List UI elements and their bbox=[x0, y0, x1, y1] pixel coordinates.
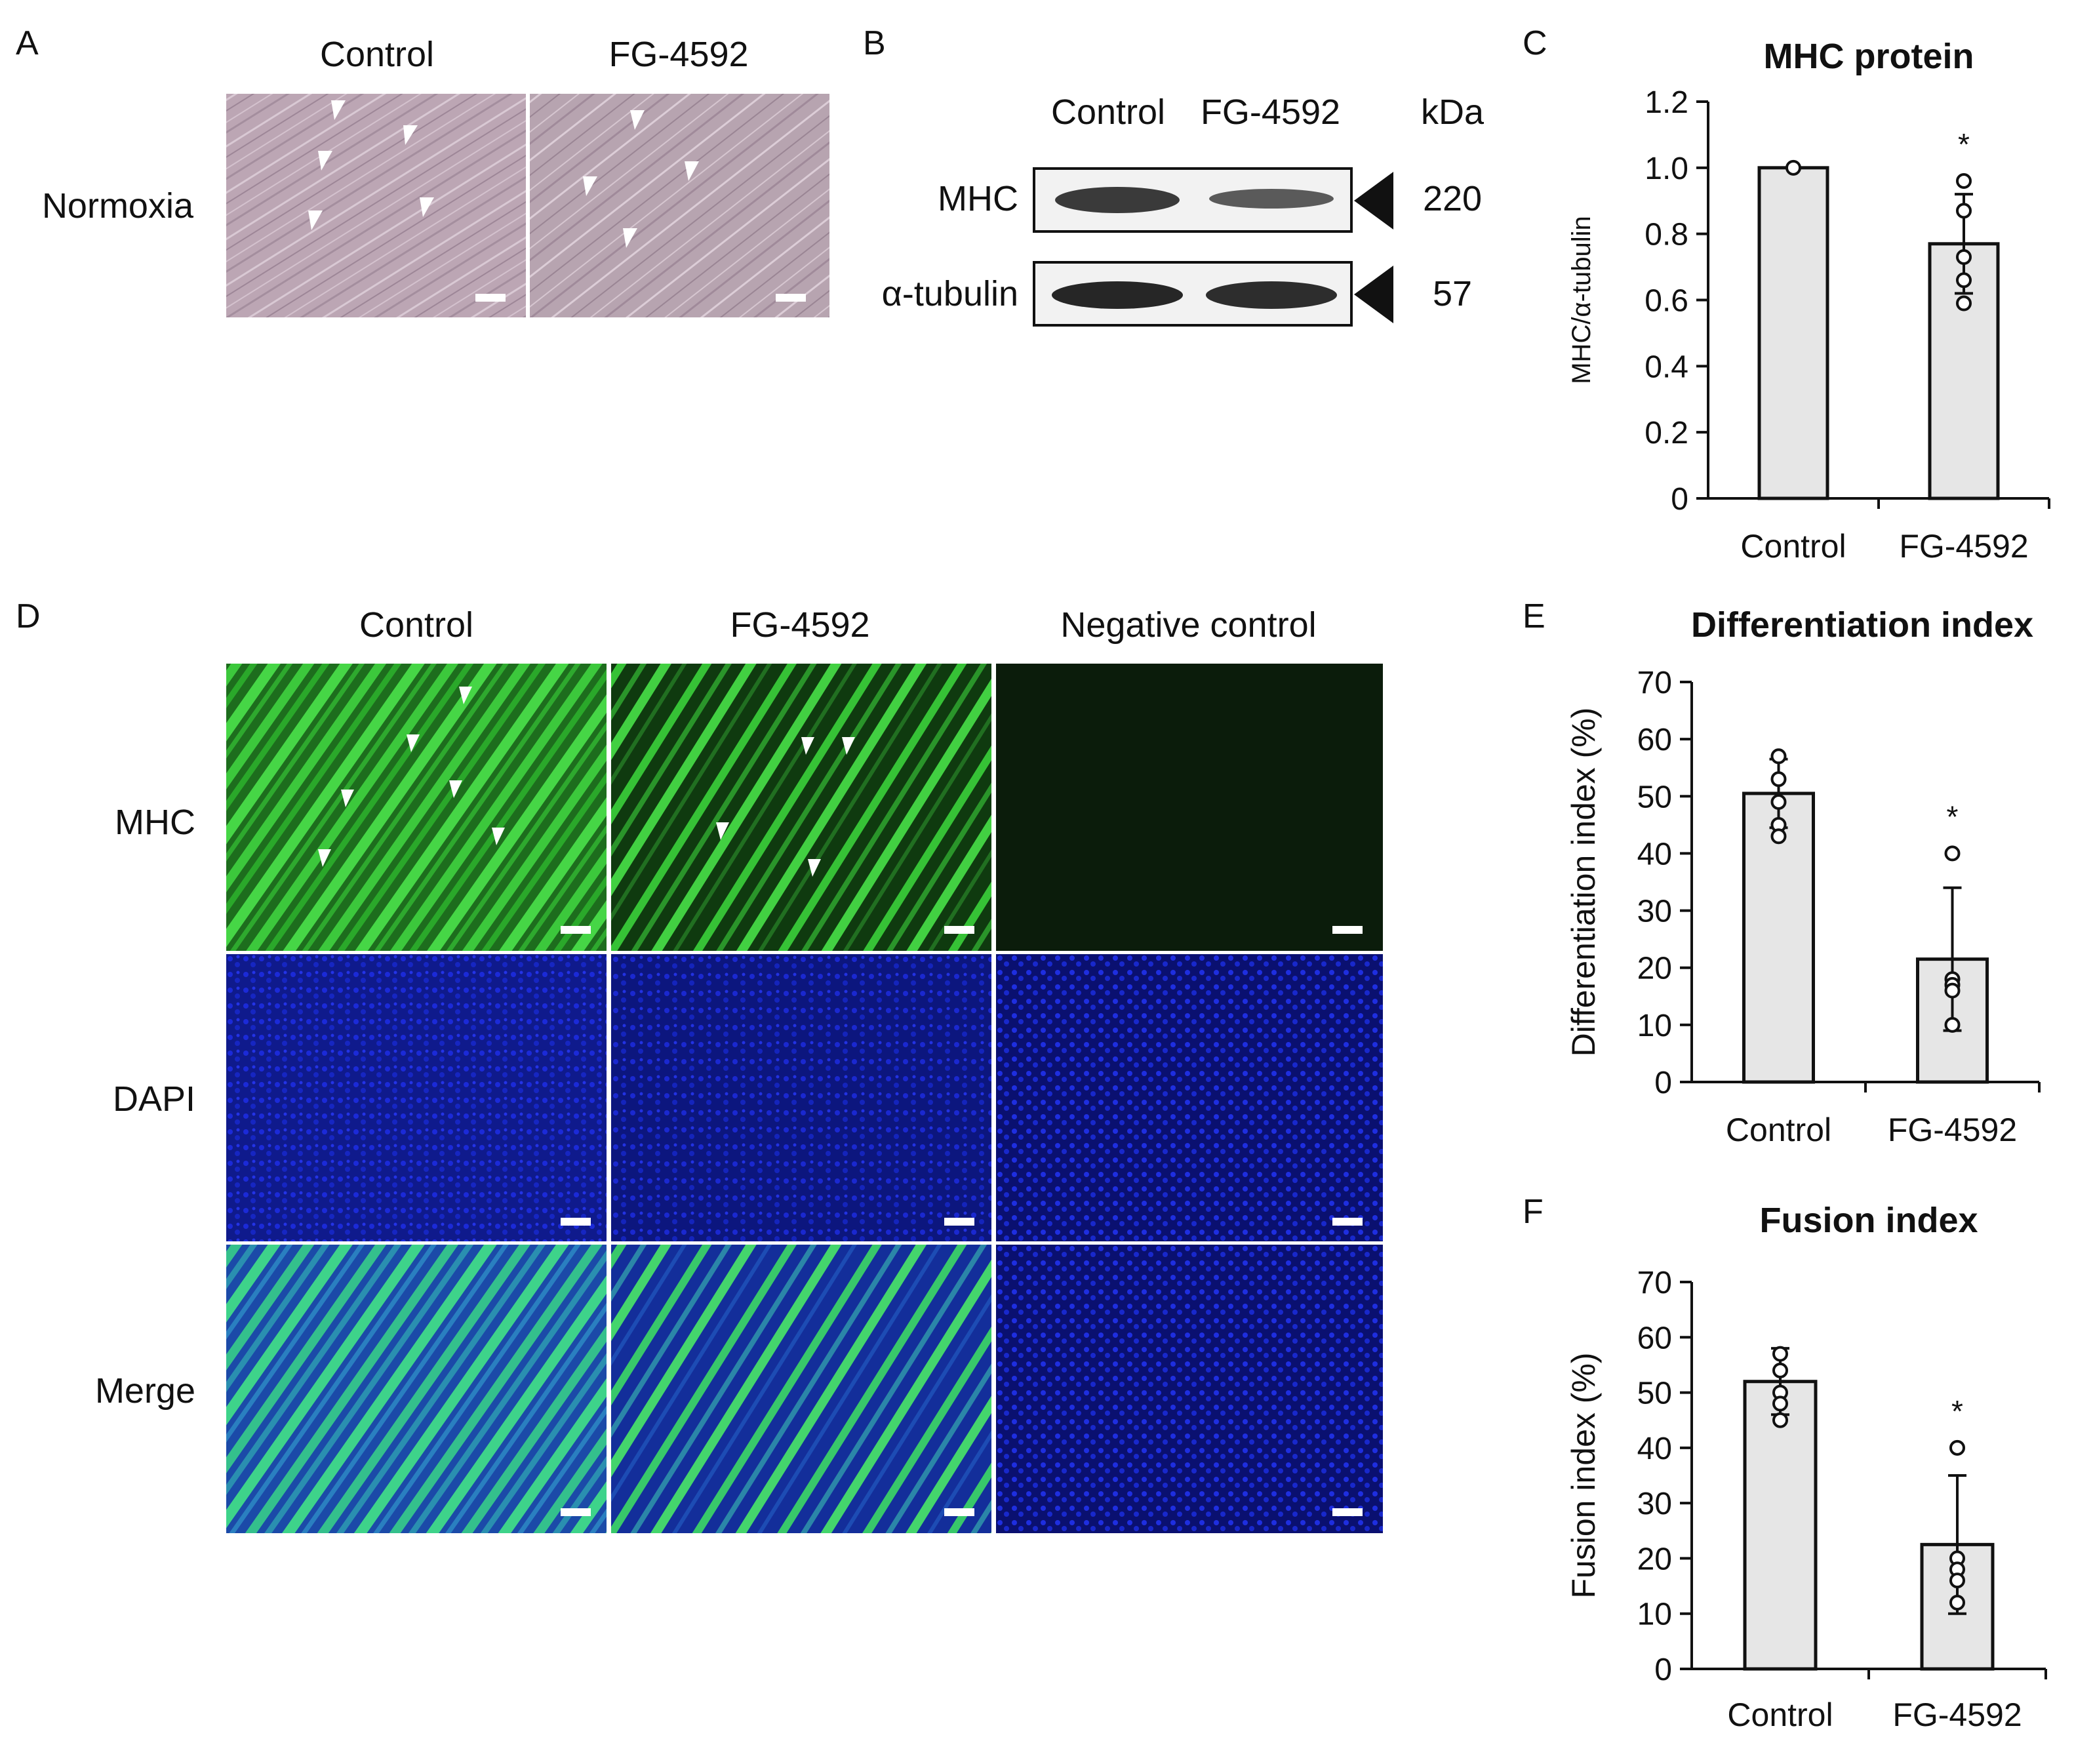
merge-fg4592-image bbox=[611, 1245, 991, 1533]
chart-c-point bbox=[1956, 295, 1972, 311]
chart-c-ytick-label: 0.4 bbox=[1645, 350, 1688, 384]
chart-f-title: Fusion index bbox=[1759, 1201, 1978, 1240]
chart-c-ytick-label: 0.6 bbox=[1645, 284, 1688, 319]
blot-mhc-kda: 220 bbox=[1422, 179, 1483, 218]
chart-e-title: Differentiation index bbox=[1690, 605, 2034, 645]
panel-d-row-merge: Merge bbox=[94, 1371, 195, 1411]
blot-mhc bbox=[1033, 167, 1353, 233]
chart-f-xtick-label: Control bbox=[1727, 1696, 1833, 1733]
chart-e-plot: 0 10 20 30 40 50 60 70 Differentiation index (%)… bbox=[1565, 666, 2041, 1148]
chart-c-xtick-label: Control bbox=[1740, 528, 1846, 565]
panel-f-letter: F bbox=[1523, 1193, 1544, 1231]
chart-e-point bbox=[1944, 845, 1961, 862]
chart-e-ytick-label: 40 bbox=[1637, 837, 1672, 872]
chart-f-ytick-label: 30 bbox=[1637, 1487, 1672, 1521]
chart-e-ytick-label: 30 bbox=[1637, 894, 1672, 929]
chart-e-xtick-label: FG-4592 bbox=[1888, 1112, 2017, 1148]
panel-d-col-negative: Negative control bbox=[1060, 605, 1317, 645]
mhc-fg4592-image bbox=[611, 664, 991, 951]
chart-f-point bbox=[1772, 1346, 1788, 1362]
chart-c-ytick-label: 1.2 bbox=[1645, 85, 1688, 120]
chart-e-significance: * bbox=[1947, 799, 1959, 833]
chart-f-ylabel: Fusion index (%) bbox=[1565, 1352, 1602, 1598]
panel-c-letter: C bbox=[1523, 24, 1547, 62]
dapi-negative-image bbox=[996, 954, 1383, 1241]
chart-f-xtick-label: FG-4592 bbox=[1892, 1696, 2022, 1733]
chart-f-plot: 0 10 20 30 40 50 60 70 Fusion index (%) Control FG… bbox=[1565, 1266, 2047, 1733]
chart-f-ytick-label: 10 bbox=[1637, 1597, 1672, 1632]
chart-c-point bbox=[1785, 159, 1801, 176]
panel-d-row-mhc: MHC bbox=[115, 803, 195, 842]
chart-c-ytick-label: 0 bbox=[1671, 482, 1688, 517]
panel-a-letter: A bbox=[16, 24, 39, 62]
chart-f-ytick-label: 60 bbox=[1637, 1321, 1672, 1355]
panel-d-row-dapi: DAPI bbox=[112, 1079, 195, 1119]
chart-f-ytick-label: 50 bbox=[1637, 1376, 1672, 1411]
chart-f-ytick-label: 40 bbox=[1637, 1432, 1672, 1466]
panel-d-col-control: Control bbox=[359, 605, 474, 645]
chart-e-point bbox=[1770, 771, 1787, 788]
panel-d-col-fg4592: FG-4592 bbox=[730, 605, 870, 645]
chart-f-ytick-label: 0 bbox=[1654, 1653, 1672, 1687]
chart-c-ytick-label: 1.0 bbox=[1645, 151, 1688, 186]
mhc-control-image bbox=[226, 664, 607, 951]
chart-e-point bbox=[1770, 748, 1787, 765]
chart-c-point bbox=[1956, 173, 1972, 189]
brightfield-fg4592-image bbox=[530, 94, 829, 317]
chart-e-ytick-label: 50 bbox=[1637, 780, 1672, 814]
chart-e-xtick-label: Control bbox=[1726, 1112, 1831, 1148]
chart-e-point bbox=[1944, 1016, 1961, 1033]
chart-f-point bbox=[1772, 1362, 1788, 1378]
panel-d-letter: D bbox=[16, 597, 41, 635]
chart-c-xtick-label: FG-4592 bbox=[1899, 528, 2028, 565]
chart-c-title: MHC protein bbox=[1763, 37, 1974, 76]
chart-c-point bbox=[1956, 272, 1972, 289]
chart-e-ytick-label: 60 bbox=[1637, 723, 1672, 757]
chart-f-point bbox=[1949, 1439, 1965, 1456]
chart-f-point bbox=[1949, 1573, 1965, 1589]
blot-mhc-arrow-icon bbox=[1354, 172, 1393, 230]
brightfield-control-image bbox=[226, 94, 526, 317]
panel-a-col-fg4592: FG-4592 bbox=[608, 35, 749, 74]
blot-tubulin-arrow-icon bbox=[1354, 266, 1393, 323]
chart-e-point bbox=[1770, 828, 1787, 845]
chart-c-ylabel: MHC/α-tubulin bbox=[1567, 216, 1596, 384]
panel-b-col-fg4592: FG-4592 bbox=[1200, 92, 1341, 132]
blot-label-tubulin: α-tubulin bbox=[881, 274, 1018, 313]
dapi-fg4592-image bbox=[611, 954, 991, 1241]
chart-e-ytick-label: 70 bbox=[1637, 666, 1672, 700]
chart-c-ytick-label: 0.2 bbox=[1645, 416, 1688, 451]
panel-a-row-normoxia: Normoxia bbox=[41, 186, 193, 226]
chart-c-plot: 0 0.2 0.4 0.6 0.8 1.0 1.2 MHC/α-tubulin Control F… bbox=[1567, 85, 2050, 565]
chart-e-ytick-label: 10 bbox=[1637, 1009, 1672, 1043]
merge-control-image bbox=[226, 1245, 607, 1533]
panel-b-col-control: Control bbox=[1050, 92, 1166, 132]
chart-c-significance: * bbox=[1958, 127, 1970, 161]
merge-negative-image bbox=[996, 1245, 1383, 1533]
chart-e-point bbox=[1770, 794, 1787, 810]
panel-b-unit-kda: kDa bbox=[1420, 92, 1485, 132]
mhc-negative-image bbox=[996, 664, 1383, 951]
chart-e-ylabel: Differentiation index (%) bbox=[1565, 708, 1602, 1057]
chart-c-ytick-label: 0.8 bbox=[1645, 218, 1688, 252]
chart-f-significance: * bbox=[1951, 1394, 1963, 1428]
dapi-control-image bbox=[226, 954, 607, 1241]
blot-tubulin-kda: 57 bbox=[1432, 274, 1473, 313]
chart-c-bar bbox=[1757, 166, 1829, 500]
panel-e-letter: E bbox=[1523, 597, 1546, 635]
chart-f-point bbox=[1772, 1395, 1788, 1412]
blot-label-mhc: MHC bbox=[938, 179, 1018, 218]
chart-f-ytick-label: 70 bbox=[1637, 1266, 1672, 1300]
chart-f-point bbox=[1772, 1412, 1788, 1428]
chart-c-point bbox=[1956, 203, 1972, 219]
chart-f-point bbox=[1949, 1594, 1965, 1611]
panel-a-col-control: Control bbox=[319, 35, 435, 74]
chart-f-ytick-label: 20 bbox=[1637, 1542, 1672, 1576]
chart-e-ytick-label: 20 bbox=[1637, 952, 1672, 986]
chart-e-ytick-label: 0 bbox=[1654, 1066, 1672, 1100]
panel-b-letter: B bbox=[863, 24, 886, 62]
chart-c-point bbox=[1956, 249, 1972, 265]
blot-tubulin bbox=[1033, 261, 1353, 327]
chart-e-point bbox=[1944, 982, 1961, 999]
